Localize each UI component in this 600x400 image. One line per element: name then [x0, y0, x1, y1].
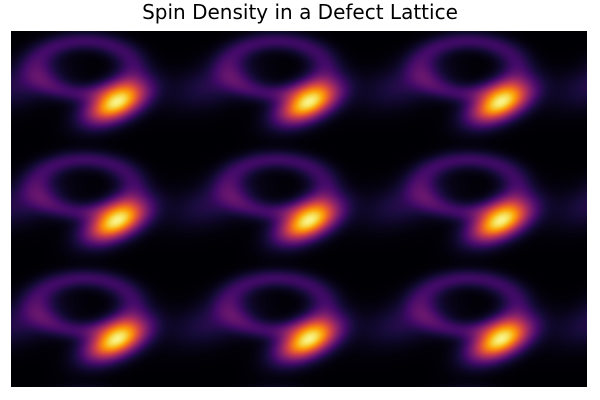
- plot-area: [11, 31, 587, 387]
- chart-title: Spin Density in a Defect Lattice: [142, 0, 458, 24]
- heatmap-canvas: [11, 31, 587, 387]
